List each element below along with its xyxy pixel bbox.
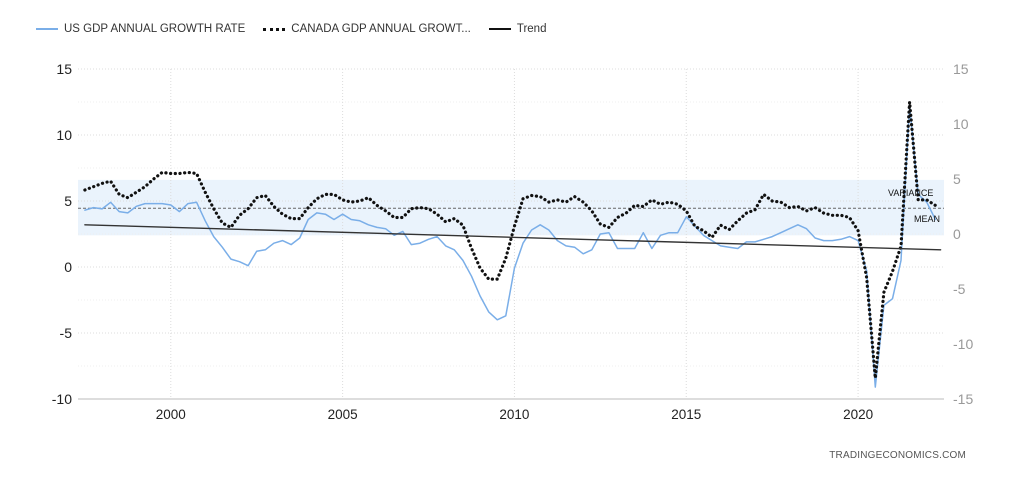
variance-annotation: VARIANCE <box>888 188 933 198</box>
tick-layer: 15 10 5 0 -5 -10 15 10 5 0 -5 -10 -15 2000 2005 2010 201… <box>52 61 974 422</box>
y-right-tick-label: -15 <box>953 391 973 407</box>
series-layer <box>83 100 942 388</box>
legend-label-us: US GDP ANNUAL GROWTH RATE <box>64 23 246 35</box>
legend-item-canada[interactable]: CANADA GDP ANNUAL GROWT... <box>263 23 471 35</box>
canada-gdp-line <box>83 100 938 380</box>
x-tick-label: 2010 <box>499 407 529 422</box>
legend-item-us[interactable]: US GDP ANNUAL GROWTH RATE <box>36 23 245 35</box>
us-gdp-line <box>84 105 937 388</box>
legend-swatch-trend <box>488 28 511 30</box>
y-right-tick-label: -5 <box>953 281 966 297</box>
y-right-tick-label: -10 <box>953 336 973 352</box>
x-tick-label: 2020 <box>843 407 873 422</box>
y-left-tick-label: 10 <box>56 127 72 143</box>
y-left-tick-label: 15 <box>56 61 72 77</box>
x-tick-label: 2005 <box>328 407 358 422</box>
legend-label-trend: Trend <box>516 23 547 35</box>
y-right-tick-label: 10 <box>953 116 969 132</box>
x-tick-label: 2015 <box>671 407 701 422</box>
y-left-tick-label: -5 <box>60 325 73 341</box>
trend-line <box>84 224 942 251</box>
annotation-layer: VARIANCE MEAN <box>888 188 940 224</box>
y-right-tick-label: 15 <box>953 61 969 77</box>
y-left-tick-label: 0 <box>64 259 72 275</box>
source-credit[interactable]: TRADINGECONOMICS.COM <box>829 450 966 461</box>
y-right-tick-label: 5 <box>953 171 961 187</box>
mean-annotation: MEAN <box>914 214 940 224</box>
legend-label-canada: CANADA GDP ANNUAL GROWT... <box>291 23 471 35</box>
y-left-tick-label: 5 <box>64 193 72 209</box>
legend-swatch-canada <box>263 27 286 31</box>
legend-swatch-us <box>36 28 58 30</box>
x-tick-label: 2000 <box>156 407 186 422</box>
y-left-tick-label: -10 <box>52 391 72 407</box>
chart-legend: US GDP ANNUAL GROWTH RATE CANADA GDP ANN… <box>36 18 564 40</box>
legend-item-trend[interactable]: Trend <box>488 23 547 35</box>
grid-layer <box>78 68 944 400</box>
y-right-tick-label: 0 <box>953 226 961 242</box>
